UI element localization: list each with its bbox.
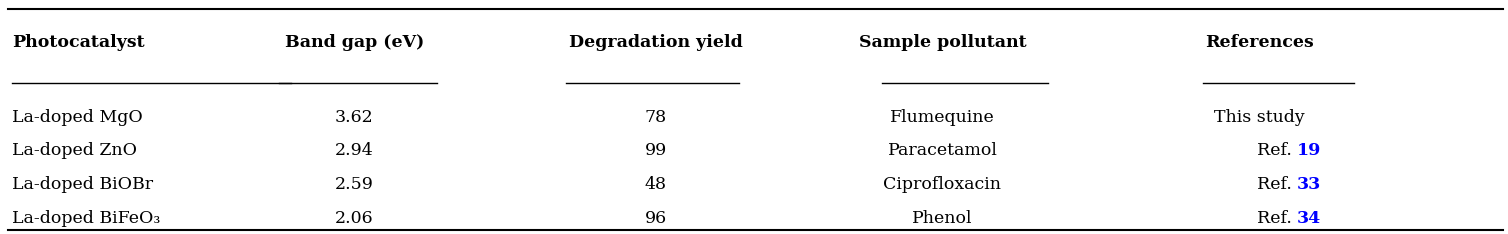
Text: Sample pollutant: Sample pollutant	[858, 34, 1027, 51]
Text: 78: 78	[645, 109, 667, 125]
Text: Ref.: Ref.	[1256, 143, 1297, 159]
Text: 34: 34	[1297, 210, 1321, 227]
Text: References: References	[1205, 34, 1313, 51]
Text: La-doped ZnO: La-doped ZnO	[12, 143, 137, 159]
Text: Paracetamol: Paracetamol	[888, 143, 997, 159]
Text: 2.06: 2.06	[335, 210, 374, 227]
Text: La-doped BiOBr: La-doped BiOBr	[12, 176, 154, 193]
Text: La-doped MgO: La-doped MgO	[12, 109, 143, 125]
Text: 96: 96	[645, 210, 667, 227]
Text: 33: 33	[1297, 176, 1321, 193]
Text: La-doped BiFeO₃: La-doped BiFeO₃	[12, 210, 160, 227]
Text: Ref.: Ref.	[1256, 210, 1297, 227]
Text: Ref.: Ref.	[1256, 176, 1297, 193]
Text: 3.62: 3.62	[335, 109, 374, 125]
Text: Flumequine: Flumequine	[890, 109, 995, 125]
Text: Band gap (eV): Band gap (eV)	[285, 34, 424, 51]
Text: 19: 19	[1297, 143, 1321, 159]
Text: 2.94: 2.94	[335, 143, 374, 159]
Text: Ciprofloxacin: Ciprofloxacin	[884, 176, 1001, 193]
Text: 2.59: 2.59	[335, 176, 374, 193]
Text: Phenol: Phenol	[912, 210, 973, 227]
Text: This study: This study	[1214, 109, 1304, 125]
Text: 48: 48	[645, 176, 667, 193]
Text: 99: 99	[645, 143, 667, 159]
Text: Degradation yield: Degradation yield	[569, 34, 743, 51]
Text: Photocatalyst: Photocatalyst	[12, 34, 145, 51]
